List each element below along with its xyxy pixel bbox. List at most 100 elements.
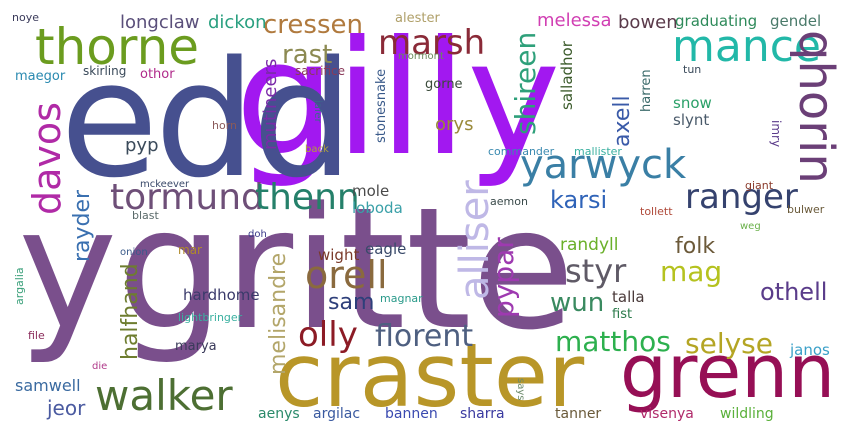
word-hardhome: hardhome [183,286,260,304]
word-qhorin: qhorin [788,30,844,184]
word-walker: walker [95,371,233,420]
word-onion: onion [120,247,148,258]
word-stonesnake: stonesnake [374,68,389,143]
word-snow: snow [673,94,712,112]
word-harren: harren [639,69,654,112]
word-styr: styr [565,252,627,290]
word-alester: alester [395,11,440,26]
word-edd: edd [60,26,354,213]
word-randyll: randyll [560,235,619,255]
word-matthos: matthos [555,325,671,358]
word-cressen: cressen [263,10,363,40]
word-florent: florent [375,319,474,354]
word-orell: orell [305,253,388,297]
word-mar: mar [178,243,202,257]
word-argalia: argalia [13,267,26,305]
word-marsh: marsh [378,23,486,63]
word-jafer: jafer [312,100,323,123]
word-pyp: pyp [125,135,159,156]
word-loboda: loboda [352,199,403,217]
word-folk: folk [675,234,716,259]
word-bannen: bannen [385,406,438,422]
word-mole: mole [352,182,390,200]
word-wight: wight [318,246,360,264]
word-tormund: tormund [110,177,264,218]
word-gilly: gilly [235,7,561,191]
word-mutineers: mutineers [260,58,281,150]
word-tollett: tollett [640,205,673,218]
word-melisandre: melisandre [266,252,291,375]
word-thenn: thenn [255,177,360,218]
word-fist: fist [612,307,633,322]
word-lightbringer: lightbringer [178,311,243,324]
word-says: says [515,378,526,401]
word-gendel: gendel [770,12,822,30]
word-doh: doh [248,229,267,240]
word-olly: olly [298,315,358,355]
word-davos: davos [25,102,69,215]
word-noye: noye [12,11,39,24]
word-gorne: gorne [425,77,463,92]
word-mag: mag [660,255,723,288]
word-mckeever: mckeever [140,179,190,190]
word-ygritte: ygritte [18,171,575,367]
word-slynt: slynt [673,111,710,129]
word-eagle: eagle [365,240,407,258]
word-mallister: mallister [574,145,622,158]
word-rayder: rayder [70,189,95,262]
word-tun: tun [683,63,702,76]
word-mormont: mormont [398,51,444,62]
word-othor: othor [140,67,175,82]
word-blast: blast [132,209,159,222]
word-aemon: aemon [490,195,528,208]
word-orys: orys [435,114,474,135]
word-die: die [92,361,108,372]
word-craster: craster [275,324,585,427]
word-skirling: skirling [83,64,127,78]
word-talla: talla [612,288,645,306]
word-wildling: wildling [720,406,774,422]
word-horn: horn [212,119,238,132]
word-selyse: selyse [685,327,773,360]
word-axell: axell [610,95,635,147]
word-sacrifice: sacrifice [295,64,346,78]
word-mance: mance [672,21,821,72]
word-maegor: maegor [15,69,66,84]
word-aenys: aenys [258,406,300,422]
word-graduating: graduating [675,12,758,30]
word-sam: sam [328,290,375,315]
word-samwell: samwell [15,376,81,395]
word-bowen: bowen [618,12,678,33]
word-pypar: pypar [487,237,520,318]
word-marya: marya [175,339,217,354]
word-grenn: grenn [620,329,836,415]
word-back: back [305,144,329,155]
word-commander: commander [488,145,555,158]
word-wun: wun [550,288,605,318]
word-dickon: dickon [208,12,267,33]
word-magnar: magnar [380,292,423,305]
word-longclaw: longclaw [120,12,200,33]
word-ranger: ranger [685,177,798,217]
word-othell: othell [760,278,828,306]
word-tanner: tanner [555,406,602,422]
word-halfhand: halfhand [118,263,143,360]
word-sharra: sharra [460,406,505,422]
word-visenya: visenya [640,406,694,422]
word-shireen: shireen [509,31,542,135]
word-argilac: argilac [313,406,361,422]
word-giant: giant [745,179,774,192]
word-imry: imry [769,120,783,148]
word-rast: rast [282,40,333,70]
word-jeor: jeor [47,396,86,420]
word-bulwer: bulwer [787,203,825,216]
word-weg: weg [740,221,761,232]
word-janos: janos [790,341,830,359]
word-thorne: thorne [35,18,200,76]
word-karsi: karsi [550,186,608,214]
word-file: file [28,329,45,342]
word-yarwyck: yarwyck [520,142,687,188]
word-melessa: melessa [537,10,612,31]
word-salladhor: salladhor [558,41,576,110]
